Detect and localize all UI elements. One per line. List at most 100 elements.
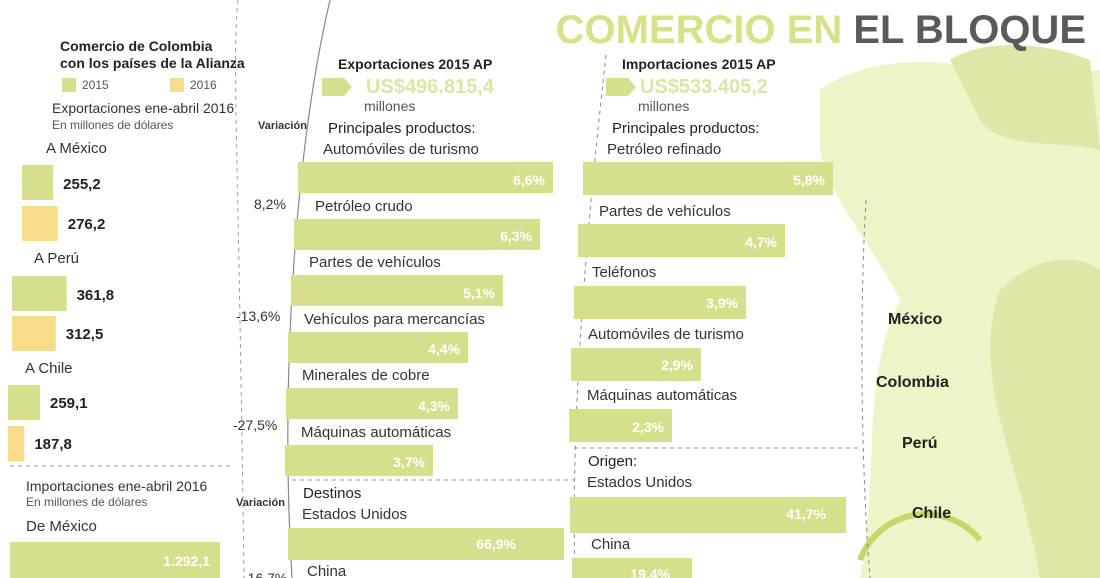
imp-product-label-0: Petróleo refinado <box>607 141 722 158</box>
imp-product-value-3: 2,9% <box>661 357 693 373</box>
map-land-shape <box>990 259 1100 578</box>
export-value-mexico-2016: 276,2 <box>67 216 106 233</box>
imp-product-label-1: Partes de vehículos <box>599 203 731 220</box>
exports-product-bar-4 <box>286 388 458 419</box>
exports-ap-title: Exportaciones 2015 AP <box>338 56 493 72</box>
exports-amount-arrow <box>322 78 352 96</box>
title-part-2: EL BLOQUE <box>853 8 1086 52</box>
imp-product-label-3: Automóviles de turismo <box>588 326 744 343</box>
export-value-mexico-2015: 255,2 <box>63 176 101 193</box>
exports-ap-unit: millones <box>364 98 416 114</box>
origin-value-0: 41,7% <box>786 506 826 522</box>
export-variation-chile: -27,5% <box>233 417 278 433</box>
imp-product-value-1: 4,7% <box>745 234 777 250</box>
import-variation-mexico: -16,7% <box>243 570 288 578</box>
imports-product-bar-2 <box>574 286 746 319</box>
imports-amount-arrow <box>606 78 636 96</box>
map-label-peru: Perú <box>902 435 938 452</box>
imp-product-value-4: 2,3% <box>632 419 664 435</box>
exports-unit: En millones de dólares <box>52 118 174 132</box>
export-value-chile-2016: 187,8 <box>34 436 72 453</box>
imports-ap-amount: US$533.405,2 <box>640 76 768 98</box>
export-value-peru-2016: 312,5 <box>65 326 104 343</box>
exports-title: Exportaciones ene-abril 2016 <box>52 100 235 116</box>
imports-product-bar-1 <box>578 224 785 257</box>
exports-product-bar-1 <box>294 219 540 250</box>
exports-product-bar-2 <box>291 275 503 306</box>
imports-ap-unit: millones <box>638 98 690 114</box>
exp-product-value-3: 4,4% <box>428 341 460 357</box>
import-label-mexico: De México <box>26 518 97 535</box>
decor-arc <box>857 511 983 562</box>
export-label-mexico: A México <box>46 140 107 157</box>
map-land-north <box>950 45 1100 150</box>
left-import-bar-0 <box>10 542 220 578</box>
export-label-chile: A Chile <box>25 360 73 377</box>
imports-product-bar-4 <box>569 409 672 442</box>
exp-product-value-1: 6,3% <box>500 228 532 244</box>
origin-title: Origen: <box>588 453 638 470</box>
left-divider <box>235 0 245 578</box>
left-bar-2015-1 <box>12 276 67 311</box>
exp-product-value-2: 5,1% <box>463 285 495 301</box>
exp-product-label-1: Petróleo crudo <box>315 198 413 215</box>
left-bar-2016-0 <box>22 206 58 241</box>
imports-ap-products-title: Principales productos: <box>612 120 760 137</box>
exports-product-bar-3 <box>288 332 468 363</box>
legend-swatch-2016 <box>170 78 184 92</box>
origin-label-0: Estados Unidos <box>587 474 693 491</box>
origin-bar-1 <box>572 558 692 578</box>
exp-product-value-0: 6,6% <box>513 172 545 188</box>
title-part-1: COMERCIO EN <box>555 8 843 52</box>
map-label-mexico: México <box>888 311 943 328</box>
import-value-mexico: 1.292,1 <box>163 553 210 569</box>
imp-product-label-4: Máquinas automáticas <box>587 387 738 404</box>
imports-variation-header: Variación <box>236 497 285 509</box>
curve-divider-3 <box>861 199 871 578</box>
left-bar-2015-2 <box>8 385 41 420</box>
legend-swatch-2015 <box>62 78 76 92</box>
export-variation-mexico: 8,2% <box>254 196 286 212</box>
destinations-title: Destinos <box>303 485 362 502</box>
page-title: COMERCIO EN EL BLOQUE <box>556 8 1086 53</box>
left-heading-line2: con los países de la Alianza <box>60 55 245 71</box>
imp-product-label-2: Teléfonos <box>592 264 657 281</box>
left-heading-line1: Comercio de Colombia <box>60 38 213 54</box>
origin-value-1: 19,4% <box>630 566 670 578</box>
origin-bar-0 <box>570 497 846 533</box>
imp-product-value-2: 3,9% <box>706 295 738 311</box>
export-value-chile-2015: 259,1 <box>50 395 88 412</box>
exports-product-bar-0 <box>298 162 553 193</box>
legend-label-2015: 2015 <box>82 78 109 92</box>
imports-product-bar-3 <box>571 348 701 381</box>
imports-title: Importaciones ene-abril 2016 <box>26 478 208 494</box>
exp-product-label-3: Vehículos para mercancías <box>304 311 485 328</box>
destination-label-1: China <box>307 563 347 578</box>
imports-unit: En millones de dólares <box>26 495 148 509</box>
destination-value-0: 66,9% <box>476 536 516 552</box>
exp-product-value-4: 4,3% <box>418 398 450 414</box>
legend-label-2016: 2016 <box>190 78 217 92</box>
export-value-peru-2015: 361,8 <box>76 287 115 304</box>
left-bar-2016-1 <box>12 316 56 351</box>
map-label-colombia: Colombia <box>876 374 949 391</box>
export-label-peru: A Perú <box>34 250 80 267</box>
imports-product-bar-0 <box>583 162 833 195</box>
curve-divider-1 <box>287 0 331 578</box>
map-label-chile: Chile <box>912 505 952 522</box>
exp-product-label-2: Partes de vehículos <box>309 254 441 271</box>
imports-ap-title: Importaciones 2015 AP <box>622 56 776 72</box>
exports-product-bar-5 <box>285 445 433 476</box>
exp-product-label-5: Máquinas automáticas <box>301 424 452 441</box>
imp-product-value-0: 5,8% <box>793 172 825 188</box>
origin-label-1: China <box>591 536 631 553</box>
destination-bar-0 <box>288 528 564 560</box>
destination-label-0: Estados Unidos <box>302 506 408 523</box>
left-bar-2015-0 <box>22 165 54 200</box>
exp-product-label-0: Automóviles de turismo <box>323 141 479 158</box>
exports-variation-header: Variación <box>258 120 307 132</box>
exports-ap-amount: US$496.815,4 <box>366 76 494 98</box>
exports-ap-products-title: Principales productos: <box>328 120 476 137</box>
exp-product-label-4: Minerales de cobre <box>302 367 430 384</box>
